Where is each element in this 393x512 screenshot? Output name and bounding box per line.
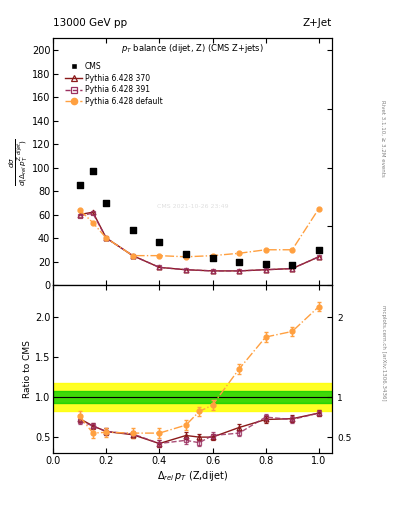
Point xyxy=(130,226,136,234)
Point xyxy=(183,250,189,259)
Y-axis label: $\frac{d\sigma}{d(\Delta_{rel}\,p_T^{Z,dijet})}$: $\frac{d\sigma}{d(\Delta_{rel}\,p_T^{Z,d… xyxy=(8,138,30,185)
Point xyxy=(236,258,242,266)
Text: 13000 GeV pp: 13000 GeV pp xyxy=(53,18,127,28)
X-axis label: $\Delta_{rel}\,p_T$ (Z,dijet): $\Delta_{rel}\,p_T$ (Z,dijet) xyxy=(157,468,228,483)
Text: Rivet 3.1.10, ≥ 3.2M events: Rivet 3.1.10, ≥ 3.2M events xyxy=(381,100,386,177)
Point xyxy=(263,260,269,268)
Text: mcplots.cern.ch [arXiv:1306.3436]: mcplots.cern.ch [arXiv:1306.3436] xyxy=(381,306,386,401)
Point xyxy=(90,167,96,175)
Point xyxy=(77,181,83,189)
Text: $p_T$ balance (dijet, Z) (CMS Z+jets): $p_T$ balance (dijet, Z) (CMS Z+jets) xyxy=(121,42,264,55)
Text: Z+Jet: Z+Jet xyxy=(303,18,332,28)
Point xyxy=(103,199,109,207)
Point xyxy=(316,246,322,254)
Point xyxy=(156,238,162,246)
Text: CMS 2021-10-26 23:49: CMS 2021-10-26 23:49 xyxy=(157,204,228,208)
Y-axis label: Ratio to CMS: Ratio to CMS xyxy=(23,340,32,398)
Point xyxy=(209,254,216,262)
Legend: CMS, Pythia 6.428 370, Pythia 6.428 391, Pythia 6.428 default: CMS, Pythia 6.428 370, Pythia 6.428 391,… xyxy=(65,62,163,106)
Point xyxy=(289,261,296,269)
